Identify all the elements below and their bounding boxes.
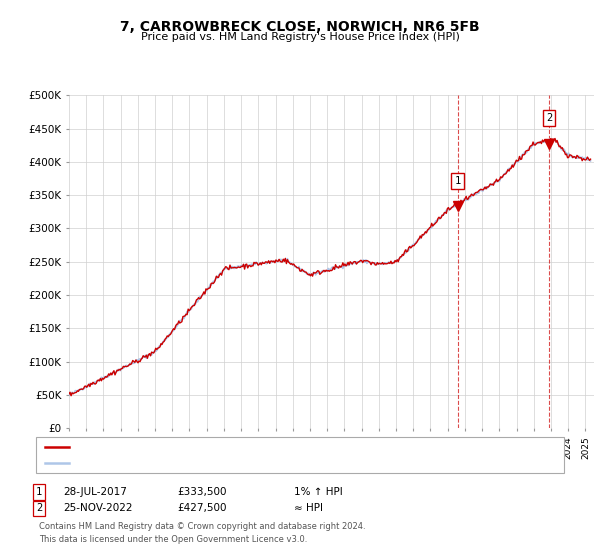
Text: 1: 1 — [454, 176, 461, 186]
Text: £333,500: £333,500 — [177, 487, 227, 497]
Text: Contains HM Land Registry data © Crown copyright and database right 2024.
This d: Contains HM Land Registry data © Crown c… — [39, 522, 365, 544]
Text: 2: 2 — [36, 503, 42, 514]
Text: ≈ HPI: ≈ HPI — [294, 503, 323, 514]
Text: 7, CARROWBRECK CLOSE, NORWICH, NR6 5FB (detached house): 7, CARROWBRECK CLOSE, NORWICH, NR6 5FB (… — [75, 442, 392, 452]
Text: 7, CARROWBRECK CLOSE, NORWICH, NR6 5FB: 7, CARROWBRECK CLOSE, NORWICH, NR6 5FB — [120, 20, 480, 34]
Text: 25-NOV-2022: 25-NOV-2022 — [63, 503, 133, 514]
Text: 1% ↑ HPI: 1% ↑ HPI — [294, 487, 343, 497]
Text: £427,500: £427,500 — [177, 503, 227, 514]
Text: HPI: Average price, detached house, Broadland: HPI: Average price, detached house, Broa… — [75, 458, 305, 468]
Text: Price paid vs. HM Land Registry's House Price Index (HPI): Price paid vs. HM Land Registry's House … — [140, 32, 460, 43]
Text: 28-JUL-2017: 28-JUL-2017 — [63, 487, 127, 497]
Text: 1: 1 — [36, 487, 42, 497]
Text: 2: 2 — [546, 113, 553, 123]
